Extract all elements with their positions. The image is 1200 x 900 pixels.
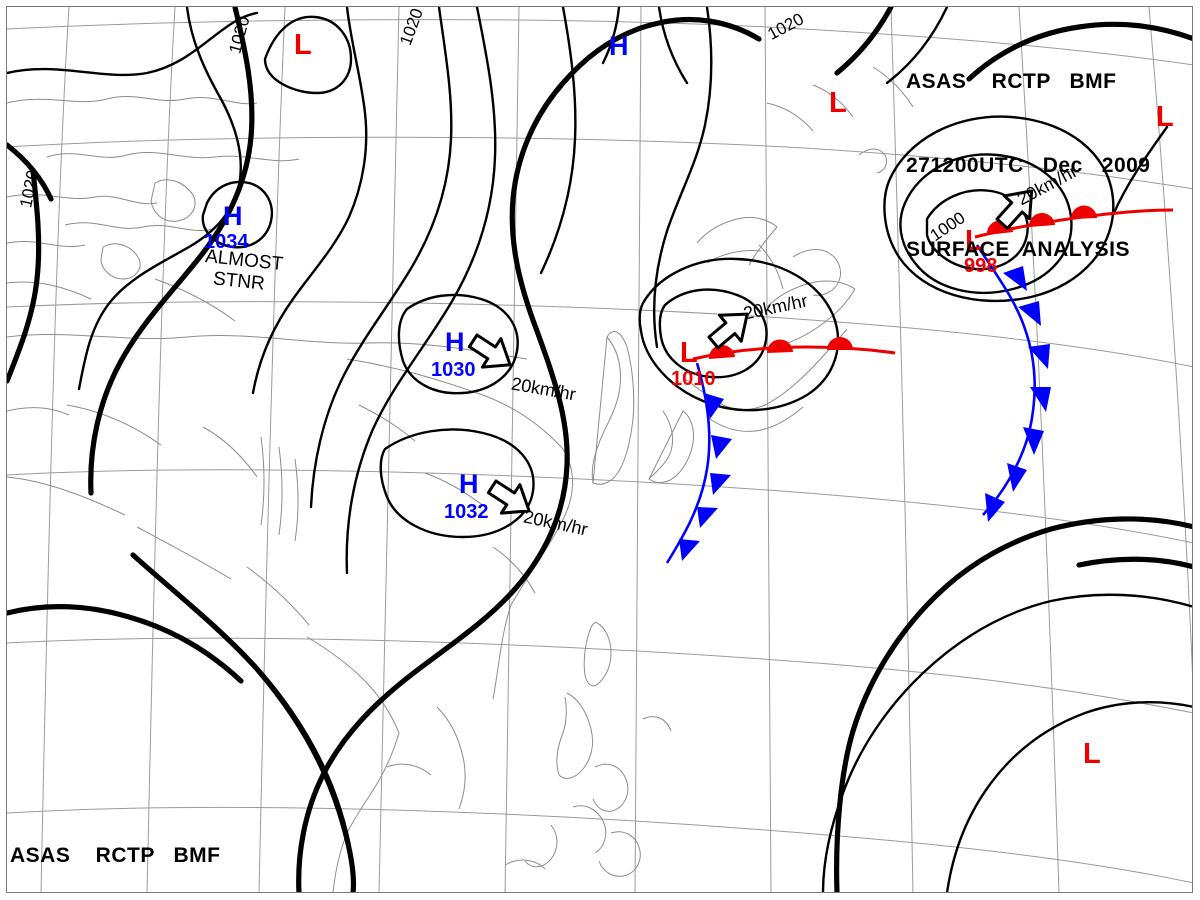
- motion-arrow-high-1032: [486, 479, 531, 515]
- cold-front-northeast: [975, 244, 1051, 522]
- title-top-line1: ASAS RCTP BMF: [906, 70, 1117, 93]
- isobar-thick: [7, 7, 1192, 892]
- motion-arrow-high-1030: [467, 333, 512, 369]
- low-symbol-bottom-right: L: [1083, 738, 1101, 770]
- front-layer: [665, 205, 1174, 564]
- low-pressure-value-1010: 1010: [671, 368, 716, 390]
- cold-front-pips: [679, 393, 732, 561]
- low-pressure-value-998: 998: [964, 255, 998, 277]
- high-symbol-1032: H: [459, 469, 479, 499]
- cold-front-pips: [985, 266, 1051, 522]
- low-symbol-1010: L: [680, 337, 698, 369]
- cold-front-japan: [665, 362, 732, 564]
- high-pressure-value-1032: 1032: [444, 501, 489, 523]
- high-symbol-north: H: [609, 31, 629, 61]
- low-symbol-right-edge: L: [1156, 101, 1174, 133]
- low-symbol-upper-right: L: [829, 87, 847, 119]
- title-block-top: ASAS RCTP BMF 271200UTC Dec 2009 SURFACE…: [906, 12, 1150, 320]
- title-block-bottom: ASAS RCTP BMF 271200UTC Dec 2009 SURFACE…: [10, 786, 254, 900]
- map-frame: 1020 1020 1020 1020 1000 L H L L L H 103…: [6, 6, 1193, 893]
- warm-front-japan: [692, 337, 896, 361]
- motion-arrow-layer: [467, 189, 1034, 515]
- motion-arrow-low-1010: [707, 312, 749, 350]
- warm-front-pips: [708, 337, 853, 359]
- low-symbol-top: L: [294, 29, 312, 61]
- title-bottom-line1: ASAS RCTP BMF: [10, 844, 221, 867]
- basemap-layer: [7, 7, 1192, 892]
- low-symbol-998: L: [965, 225, 983, 257]
- high-pressure-value-1030: 1030: [431, 359, 476, 381]
- motion-arrow-low-998: [995, 189, 1034, 230]
- title-top-line2: 271200UTC Dec 2009: [906, 154, 1151, 177]
- title-top-line3: SURFACE ANALYSIS: [906, 238, 1130, 261]
- isobar-layer: [7, 7, 1192, 892]
- high-symbol-1034: H: [223, 201, 243, 231]
- high-pressure-value-1034: 1034: [204, 231, 249, 253]
- high-symbol-1030: H: [445, 327, 465, 357]
- coastlines: [7, 66, 914, 892]
